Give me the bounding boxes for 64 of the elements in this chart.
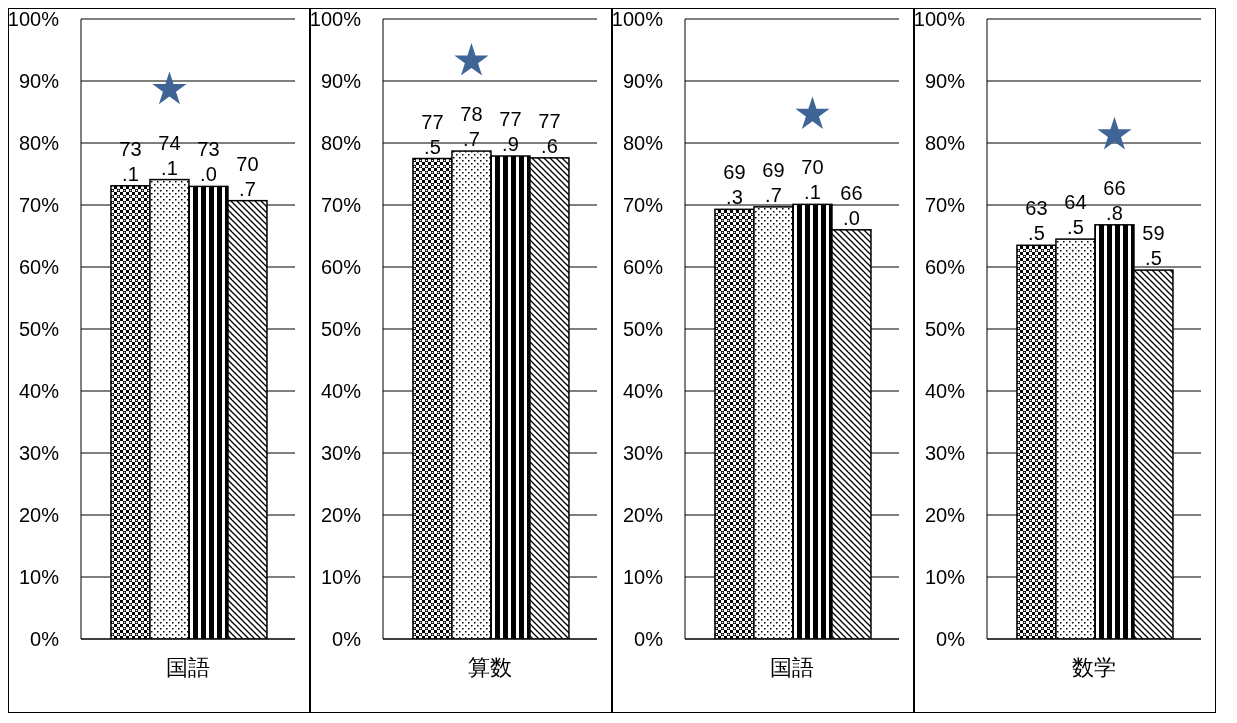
y-tick-label: 40% <box>622 380 664 403</box>
y-tick-label: 80% <box>924 132 966 155</box>
y-tick-label: 20% <box>320 504 362 527</box>
data-label: 73.0 <box>197 138 220 186</box>
y-tick-label: 20% <box>622 504 664 527</box>
y-tick-label: 40% <box>18 380 60 403</box>
data-label: 69.3 <box>723 161 746 209</box>
y-tick-label: 100% <box>611 8 664 31</box>
y-tick-label: 0% <box>634 628 664 651</box>
y-tick-label: 60% <box>320 256 362 279</box>
y-tick-label: 80% <box>320 132 362 155</box>
y-tick-label: 0% <box>332 628 362 651</box>
x-tick-label: 数学 <box>1072 654 1116 680</box>
y-tick-label: 60% <box>924 256 966 279</box>
y-tick-label: 100% <box>7 8 60 31</box>
data-label: 77.9 <box>499 108 522 156</box>
y-tick-label: 60% <box>622 256 664 279</box>
y-tick-label: 60% <box>18 256 60 279</box>
y-tick-label: 30% <box>320 442 362 465</box>
y-tick-label: 40% <box>320 380 362 403</box>
data-label: 70.7 <box>236 152 259 200</box>
y-tick-label: 10% <box>622 566 664 589</box>
data-label: 70.1 <box>801 156 824 204</box>
data-label: 64.5 <box>1064 191 1087 239</box>
data-label: 66.0 <box>840 181 863 229</box>
y-tick-label: 80% <box>622 132 664 155</box>
y-tick-label: 100% <box>309 8 362 31</box>
y-tick-label: 90% <box>622 70 664 93</box>
x-tick-label: 国語 <box>770 654 814 680</box>
y-tick-label: 70% <box>924 194 966 217</box>
y-tick-label: 30% <box>18 442 60 465</box>
y-tick-label: 20% <box>924 504 966 527</box>
y-tick-label: 90% <box>18 70 60 93</box>
y-tick-label: 10% <box>18 566 60 589</box>
y-tick-label: 50% <box>622 318 664 341</box>
y-tick-label: 70% <box>320 194 362 217</box>
x-tick-label: 算数 <box>468 654 512 680</box>
y-tick-label: 100% <box>913 8 966 31</box>
data-label: 78.7 <box>460 103 483 151</box>
y-tick-label: 30% <box>924 442 966 465</box>
y-tick-label: 10% <box>320 566 362 589</box>
y-tick-label: 50% <box>924 318 966 341</box>
y-tick-label: 0% <box>30 628 60 651</box>
y-tick-label: 70% <box>622 194 664 217</box>
y-tick-label: 90% <box>320 70 362 93</box>
data-label: 73.1 <box>119 137 142 185</box>
x-tick-label: 国語 <box>166 654 210 680</box>
y-tick-label: 0% <box>936 628 966 651</box>
data-label: 63.5 <box>1025 197 1048 245</box>
data-label: 66.8 <box>1103 176 1126 224</box>
y-tick-label: 50% <box>18 318 60 341</box>
data-label: 69.7 <box>762 158 785 206</box>
y-tick-label: 80% <box>18 132 60 155</box>
y-tick-label: 10% <box>924 566 966 589</box>
y-tick-label: 40% <box>924 380 966 403</box>
y-tick-label: 90% <box>924 70 966 93</box>
data-label: 77.5 <box>421 110 444 158</box>
y-tick-label: 50% <box>320 318 362 341</box>
data-label: 77.6 <box>538 109 561 157</box>
data-label: 74.1 <box>158 131 181 179</box>
y-tick-label: 30% <box>622 442 664 465</box>
y-tick-label: 70% <box>18 194 60 217</box>
data-label: 59.5 <box>1142 222 1165 270</box>
y-tick-label: 20% <box>18 504 60 527</box>
